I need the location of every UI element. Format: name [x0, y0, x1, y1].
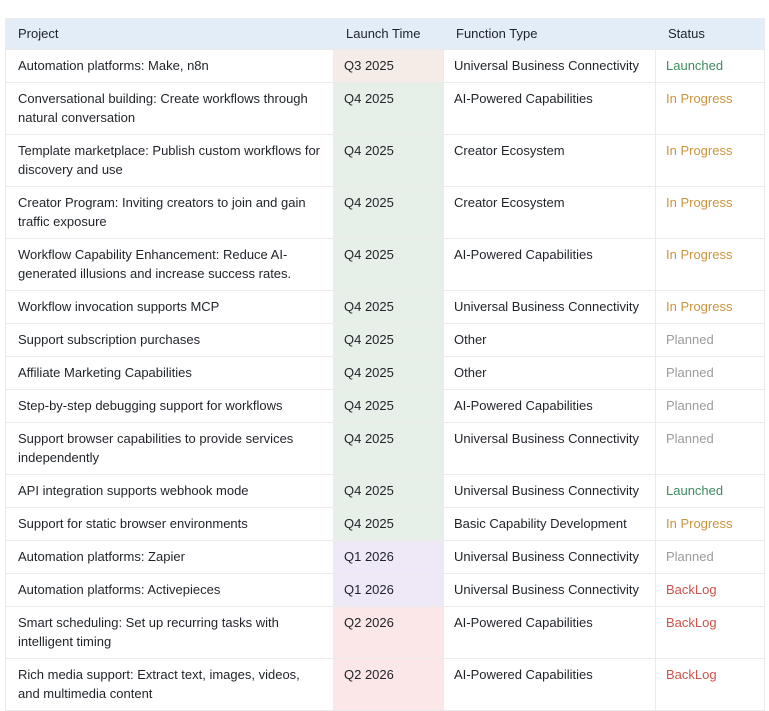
launch-time-cell: Q4 2025: [333, 134, 444, 187]
project-cell: Automation platforms: Zapier: [5, 540, 334, 574]
function-type-cell: Creator Ecosystem: [443, 134, 656, 187]
function-type-cell: Universal Business Connectivity: [443, 422, 656, 475]
project-cell: Workflow Capability Enhancement: Reduce …: [5, 238, 334, 291]
launch-time-cell: Q4 2025: [333, 238, 444, 291]
status-cell: BackLog: [655, 573, 765, 607]
table-row: Automation platforms: Zapier Q1 2026 Unive…: [5, 540, 765, 574]
table-row: Affiliate Marketing Capabilities Q4 2025 O…: [5, 356, 765, 390]
project-cell: Rich media support: Extract text, images…: [5, 658, 334, 711]
launch-time-cell: Q4 2025: [333, 507, 444, 541]
function-type-cell: Universal Business Connectivity: [443, 573, 656, 607]
function-type-cell: AI-Powered Capabilities: [443, 658, 656, 711]
launch-time-cell: Q2 2026: [333, 606, 444, 659]
header-row: Project Launch Time Function Type Status: [5, 18, 765, 50]
function-type-cell: AI-Powered Capabilities: [443, 82, 656, 135]
table-row: Rich media support: Extract text, images…: [5, 658, 765, 711]
roadmap-table: Project Launch Time Function Type Status…: [5, 18, 765, 711]
column-header-launch-time: Launch Time: [333, 18, 444, 50]
table-row: Support browser capabilities to provide …: [5, 422, 765, 475]
launch-time-cell: Q4 2025: [333, 356, 444, 390]
column-header-function-type: Function Type: [443, 18, 656, 50]
status-cell: In Progress: [655, 290, 765, 324]
function-type-cell: Universal Business Connectivity: [443, 474, 656, 508]
table-row: Automation platforms: Activepieces Q1 202…: [5, 573, 765, 607]
project-cell: Automation platforms: Activepieces: [5, 573, 334, 607]
table-row: Support subscription purchases Q4 2025 Oth…: [5, 323, 765, 357]
status-cell: In Progress: [655, 134, 765, 187]
launch-time-cell: Q2 2026: [333, 658, 444, 711]
status-cell: Planned: [655, 422, 765, 475]
project-cell: Automation platforms: Make, n8n: [5, 49, 334, 83]
project-cell: Conversational building: Create workflow…: [5, 82, 334, 135]
table-row: Smart scheduling: Set up recurring tasks…: [5, 606, 765, 659]
launch-time-cell: Q4 2025: [333, 186, 444, 239]
status-cell: Launched: [655, 474, 765, 508]
launch-time-cell: Q4 2025: [333, 474, 444, 508]
status-cell: BackLog: [655, 606, 765, 659]
table-row: Conversational building: Create workflow…: [5, 82, 765, 135]
project-cell: Smart scheduling: Set up recurring tasks…: [5, 606, 334, 659]
status-cell: Planned: [655, 540, 765, 574]
status-cell: In Progress: [655, 238, 765, 291]
table-row: Step-by-step debugging support for workf…: [5, 389, 765, 423]
table-row: API integration supports webhook mode Q4 …: [5, 474, 765, 508]
launch-time-cell: Q4 2025: [333, 290, 444, 324]
status-cell: In Progress: [655, 186, 765, 239]
status-cell: Launched: [655, 49, 765, 83]
table-row: Creator Program: Inviting creators to jo…: [5, 186, 765, 239]
table-row: Support for static browser environments Q…: [5, 507, 765, 541]
project-cell: API integration supports webhook mode: [5, 474, 334, 508]
table-body: Automation platforms: Make, n8n Q3 2025 Un…: [5, 49, 765, 711]
project-cell: Support browser capabilities to provide …: [5, 422, 334, 475]
project-cell: Support for static browser environments: [5, 507, 334, 541]
project-cell: Affiliate Marketing Capabilities: [5, 356, 334, 390]
launch-time-cell: Q4 2025: [333, 422, 444, 475]
table-row: Workflow invocation supports MCP Q4 2025 U…: [5, 290, 765, 324]
function-type-cell: AI-Powered Capabilities: [443, 389, 656, 423]
project-cell: Step-by-step debugging support for workf…: [5, 389, 334, 423]
launch-time-cell: Q4 2025: [333, 389, 444, 423]
column-header-project: Project: [5, 18, 334, 50]
status-cell: Planned: [655, 323, 765, 357]
status-cell: In Progress: [655, 507, 765, 541]
column-header-status: Status: [655, 18, 765, 50]
status-cell: BackLog: [655, 658, 765, 711]
function-type-cell: Other: [443, 323, 656, 357]
function-type-cell: Universal Business Connectivity: [443, 290, 656, 324]
launch-time-cell: Q3 2025: [333, 49, 444, 83]
project-cell: Creator Program: Inviting creators to jo…: [5, 186, 334, 239]
table-row: Automation platforms: Make, n8n Q3 2025 Un…: [5, 49, 765, 83]
status-cell: Planned: [655, 356, 765, 390]
project-cell: Support subscription purchases: [5, 323, 334, 357]
status-cell: Planned: [655, 389, 765, 423]
function-type-cell: AI-Powered Capabilities: [443, 238, 656, 291]
function-type-cell: Creator Ecosystem: [443, 186, 656, 239]
function-type-cell: Universal Business Connectivity: [443, 540, 656, 574]
launch-time-cell: Q1 2026: [333, 573, 444, 607]
launch-time-cell: Q4 2025: [333, 323, 444, 357]
function-type-cell: Universal Business Connectivity: [443, 49, 656, 83]
function-type-cell: Other: [443, 356, 656, 390]
function-type-cell: AI-Powered Capabilities: [443, 606, 656, 659]
project-cell: Workflow invocation supports MCP: [5, 290, 334, 324]
status-cell: In Progress: [655, 82, 765, 135]
function-type-cell: Basic Capability Development: [443, 507, 656, 541]
launch-time-cell: Q4 2025: [333, 82, 444, 135]
table-row: Workflow Capability Enhancement: Reduce …: [5, 238, 765, 291]
table-row: Template marketplace: Publish custom wor…: [5, 134, 765, 187]
launch-time-cell: Q1 2026: [333, 540, 444, 574]
project-cell: Template marketplace: Publish custom wor…: [5, 134, 334, 187]
